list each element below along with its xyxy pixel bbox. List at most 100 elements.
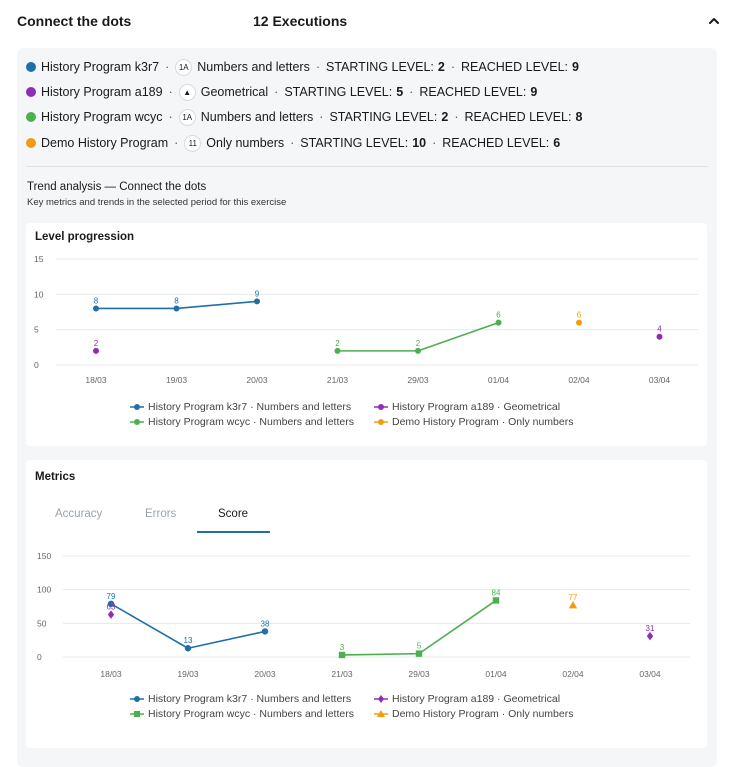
chevron-up-icon[interactable] — [706, 13, 722, 29]
exercise-title: Connect the dots — [17, 13, 132, 29]
legend-item[interactable]: Demo History Program · Only numbers — [374, 416, 573, 428]
legend-item[interactable]: History Program a189 · Geometrical — [374, 693, 560, 705]
exercise-header: Connect the dots 12 Executions — [0, 0, 730, 44]
starting-level-label: STARTING LEVEL: — [326, 60, 434, 74]
legend-marker — [130, 711, 144, 717]
reached-level-value: 9 — [530, 85, 538, 99]
legend-item[interactable]: History Program wcyc · Numbers and lette… — [130, 416, 354, 428]
program-name: History Program k3r7 — [41, 60, 160, 74]
legend-marker — [374, 695, 388, 703]
reached-level-value: 6 — [553, 136, 561, 150]
data-label: 31 — [646, 624, 655, 633]
x-tick-label: 21/03 — [327, 375, 349, 385]
reached-level-label: REACHED LEVEL: — [464, 110, 572, 124]
program-color-dot — [26, 62, 36, 72]
starting-level-label: STARTING LEVEL: — [300, 136, 409, 150]
x-tick-label: 19/03 — [177, 669, 199, 679]
legend-item[interactable]: Demo History Program · Only numbers — [374, 708, 573, 720]
legend-item[interactable]: History Program k3r7 · Numbers and lette… — [130, 693, 351, 705]
program-row: History Program wcyc · 1A Numbers and lette… — [26, 107, 582, 127]
program-row: History Program a189 · ▲ Geometrical · STARTI… — [26, 82, 537, 102]
level-progression-card: Level progression 0 5 10 15 18/03 19/03 20/03 2… — [26, 223, 707, 446]
tab-accuracy[interactable]: Accuracy — [55, 508, 103, 520]
data-label: 8 — [94, 296, 99, 305]
data-point — [338, 651, 346, 659]
starting-level-label: STARTING LEVEL: — [329, 110, 438, 124]
level-progression-chart: 0 5 10 15 18/03 19/03 20/03 21/03 29/03 01/04 02/0… — [34, 254, 698, 385]
data-point — [495, 319, 502, 326]
data-label: 6 — [496, 311, 501, 320]
legend-item[interactable]: History Program a189 · Geometrical — [374, 401, 560, 413]
x-tick-label: 19/03 — [166, 375, 188, 385]
series-line — [418, 599, 497, 655]
data-point — [656, 333, 663, 340]
data-label: 3 — [340, 643, 345, 652]
x-tick-label: 18/03 — [85, 375, 107, 385]
data-point — [134, 711, 140, 717]
tab-score[interactable]: Score — [218, 508, 249, 520]
starting-level-value: 5 — [396, 85, 404, 99]
details-panel: History Program k3r7 · 1A Numbers and lette… — [17, 48, 717, 767]
reached-level-label: REACHED LEVEL: — [442, 136, 550, 150]
program-color-dot — [26, 138, 36, 148]
data-point — [173, 305, 180, 312]
y-tick-label: 150 — [37, 551, 51, 561]
x-tick-label: 02/04 — [568, 375, 590, 385]
series-line — [417, 321, 499, 352]
metrics-title: Metrics — [35, 471, 76, 483]
x-tick-label: 01/04 — [485, 669, 507, 679]
data-point — [254, 298, 260, 305]
data-point — [415, 347, 421, 354]
separator: · — [315, 60, 320, 74]
reached-level-value: 8 — [575, 110, 583, 124]
legend-label: History Program wcyc · Numbers and lette… — [148, 708, 354, 720]
legend-marker — [374, 710, 388, 717]
program-category: Numbers and letters — [197, 60, 310, 74]
data-label: 77 — [569, 593, 578, 602]
data-label: 4 — [657, 325, 662, 334]
tab-errors[interactable]: Errors — [145, 508, 177, 520]
series-line — [187, 630, 266, 650]
trend-subtitle: Key metrics and trends in the selected p… — [27, 197, 287, 208]
program-row: History Program k3r7 · 1A Numbers and lette… — [26, 57, 579, 77]
program-color-dot — [26, 87, 36, 97]
series-line — [341, 652, 420, 656]
legend-item[interactable]: History Program k3r7 · Numbers and lette… — [130, 401, 351, 413]
y-tick-label: 5 — [34, 325, 39, 335]
legend-label: History Program wcyc · Numbers and lette… — [148, 416, 354, 428]
data-label: 6 — [577, 311, 582, 320]
data-label: 13 — [184, 636, 193, 645]
legend-marker — [130, 404, 144, 410]
score-chart: 0 50 100 150 18/03 19/03 20/03 21/03 29/03 01/04 0… — [37, 551, 690, 679]
legend-marker — [130, 696, 144, 702]
legend-item[interactable]: History Program wcyc · Numbers and lette… — [130, 708, 354, 720]
data-point — [261, 628, 269, 635]
legend-label: History Program a189 · Geometrical — [392, 693, 561, 705]
trend-title: Trend analysis — Connect the dots — [27, 181, 207, 193]
data-point — [568, 600, 578, 609]
separator: · — [454, 110, 459, 124]
program-name: History Program a189 — [41, 85, 163, 99]
program-row: Demo History Program · 11 Only numbers · STAR… — [26, 133, 560, 153]
data-point — [378, 695, 384, 703]
x-tick-label: 03/04 — [649, 375, 671, 385]
y-tick-label: 100 — [37, 585, 51, 595]
y-tick-label: 10 — [34, 289, 44, 299]
score-legend: History Program k3r7 · Numbers and lette… — [26, 693, 707, 729]
legend-label: Demo History Program · Only numbers — [392, 708, 574, 720]
x-tick-label: 01/04 — [488, 375, 510, 385]
legend-label: History Program k3r7 · Numbers and lette… — [148, 693, 352, 705]
program-category: Only numbers — [206, 136, 285, 150]
data-point — [377, 710, 385, 717]
data-point — [378, 419, 384, 425]
data-point — [492, 597, 500, 604]
starting-level-value: 2 — [441, 110, 449, 124]
data-point — [134, 404, 140, 410]
data-label: 8 — [174, 296, 179, 305]
x-tick-label: 29/03 — [407, 375, 429, 385]
x-tick-label: 18/03 — [100, 669, 122, 679]
x-tick-label: 20/03 — [246, 375, 268, 385]
numbers-letters-icon: 1A — [178, 108, 196, 126]
data-point — [646, 631, 654, 641]
data-point — [378, 404, 384, 410]
